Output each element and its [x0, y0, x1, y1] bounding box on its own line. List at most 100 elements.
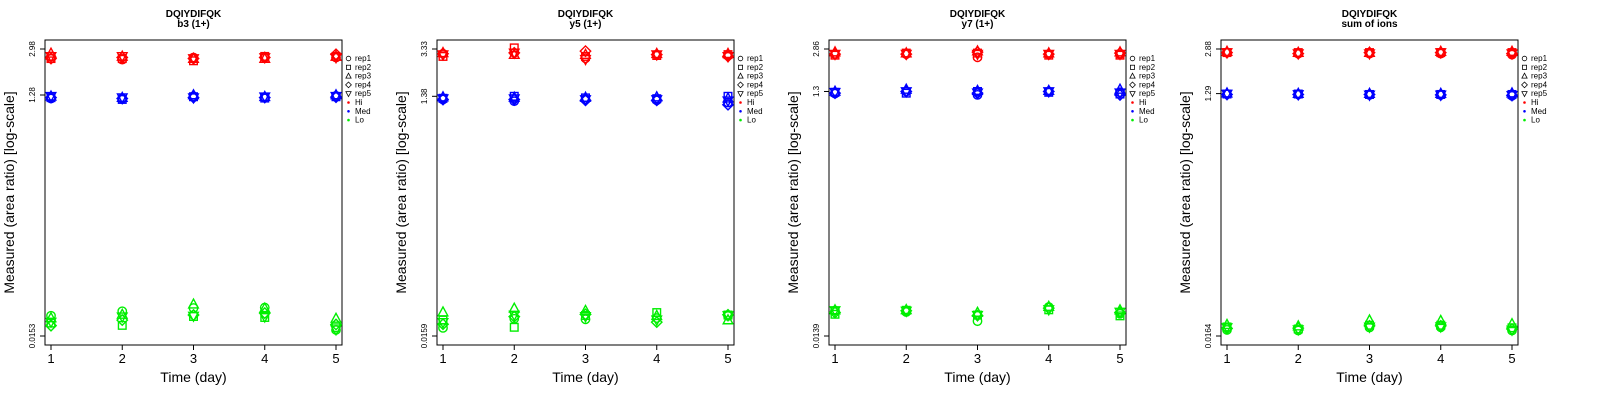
legend-label: rep3: [1531, 72, 1548, 81]
data-point: [579, 312, 592, 324]
x-axis-label: Time (day): [944, 369, 1010, 385]
data-point: [1115, 311, 1125, 321]
data-point: [1292, 45, 1305, 57]
data-point: [509, 322, 519, 332]
data-point: [722, 52, 734, 64]
x-tick-label: 1: [831, 351, 838, 366]
data-point: [187, 297, 200, 309]
legend-label: rep5: [1139, 89, 1156, 98]
y-tick-label: 1.29: [1204, 85, 1213, 101]
data-point: [972, 316, 983, 327]
legend-label: Hi: [747, 98, 755, 107]
legend-label: rep4: [1139, 80, 1156, 89]
legend-label: rep1: [747, 54, 764, 63]
x-axis-label: Time (day): [552, 369, 618, 385]
data-point: [1221, 323, 1233, 335]
legend-dot: [739, 110, 742, 113]
data-point: [650, 50, 663, 62]
legend-marker: [737, 55, 744, 62]
legend-label: rep5: [355, 89, 372, 98]
data-point: [650, 315, 663, 327]
data-point: [329, 48, 343, 61]
legend-label: rep1: [1531, 54, 1548, 63]
legend-dot: [1131, 110, 1134, 113]
data-point: [650, 309, 663, 321]
data-point: [44, 319, 58, 332]
data-point: [1221, 44, 1233, 56]
data-point: [721, 98, 735, 111]
legend-label: rep2: [747, 63, 764, 72]
legend-marker: [346, 64, 351, 70]
legend-label: Med: [747, 107, 763, 116]
data-point: [650, 47, 663, 59]
plot-frame: [436, 39, 735, 346]
data-point: [650, 95, 663, 107]
data-point: [187, 51, 200, 63]
x-tick-label: 2: [511, 351, 518, 366]
legend-label: rep2: [355, 63, 372, 72]
legend-label: Med: [1531, 107, 1547, 116]
y-tick-label: 0.0139: [812, 323, 821, 348]
y-tick-label: 0.0159: [420, 323, 429, 348]
data-point: [258, 306, 271, 320]
y-tick-label: 3.33: [420, 41, 429, 57]
legend-dot: [1523, 118, 1526, 122]
y-axis-label: Measured (area ratio) [log-scale]: [1, 91, 17, 293]
legend-dot: [347, 118, 350, 122]
x-tick-label: 2: [903, 351, 910, 366]
data-point: [1363, 49, 1376, 61]
x-tick-label: 1: [439, 351, 446, 366]
data-point: [508, 48, 521, 60]
x-tick-label: 5: [1116, 351, 1123, 366]
data-point: [579, 303, 592, 316]
legend-label: Hi: [1531, 98, 1539, 107]
data-point: [330, 325, 342, 337]
legend-label: Lo: [1139, 116, 1148, 125]
legend-marker: [345, 91, 352, 98]
data-point: [1042, 83, 1055, 96]
data-point: [829, 49, 841, 61]
legend-dot: [739, 101, 742, 104]
data-point: [650, 315, 663, 329]
legend-label: Hi: [355, 98, 363, 107]
legend-label: rep5: [1531, 89, 1548, 98]
data-point: [45, 91, 57, 103]
y-tick-label: 0.0164: [1204, 323, 1213, 348]
y-tick-label: 0.0153: [28, 323, 37, 348]
data-point: [258, 92, 271, 104]
data-point: [1292, 90, 1305, 102]
data-point: [1221, 48, 1233, 60]
data-point: [258, 301, 271, 313]
plot-frame: [1220, 39, 1519, 346]
y-tick-label: 1.3: [812, 85, 821, 97]
data-point: [900, 303, 913, 315]
data-point: [1042, 49, 1055, 61]
x-tick-label: 1: [1223, 351, 1230, 366]
legend-label: rep3: [747, 72, 764, 81]
data-point: [45, 311, 57, 323]
legend-marker: [1521, 81, 1528, 89]
y-tick-label: 2.86: [812, 41, 821, 57]
legend-label: rep1: [1139, 54, 1156, 63]
data-point: [509, 43, 519, 53]
x-tick-label: 5: [332, 351, 339, 366]
legend-label: Med: [355, 107, 371, 116]
legend-marker: [345, 55, 352, 62]
data-point: [829, 87, 841, 99]
data-point: [45, 317, 57, 329]
x-tick-label: 4: [653, 351, 660, 366]
data-point: [116, 52, 129, 64]
data-point: [45, 52, 57, 64]
x-axis-label: Time (day): [1336, 369, 1402, 385]
data-point: [116, 49, 129, 61]
legend-dot: [1131, 118, 1134, 122]
data-point: [1363, 86, 1376, 98]
data-point: [971, 49, 984, 61]
legend-label: rep1: [355, 54, 372, 63]
data-point: [1506, 317, 1518, 329]
legend-marker: [345, 81, 352, 89]
data-point: [1434, 90, 1447, 102]
y-tick-label: 2.88: [1204, 41, 1213, 57]
